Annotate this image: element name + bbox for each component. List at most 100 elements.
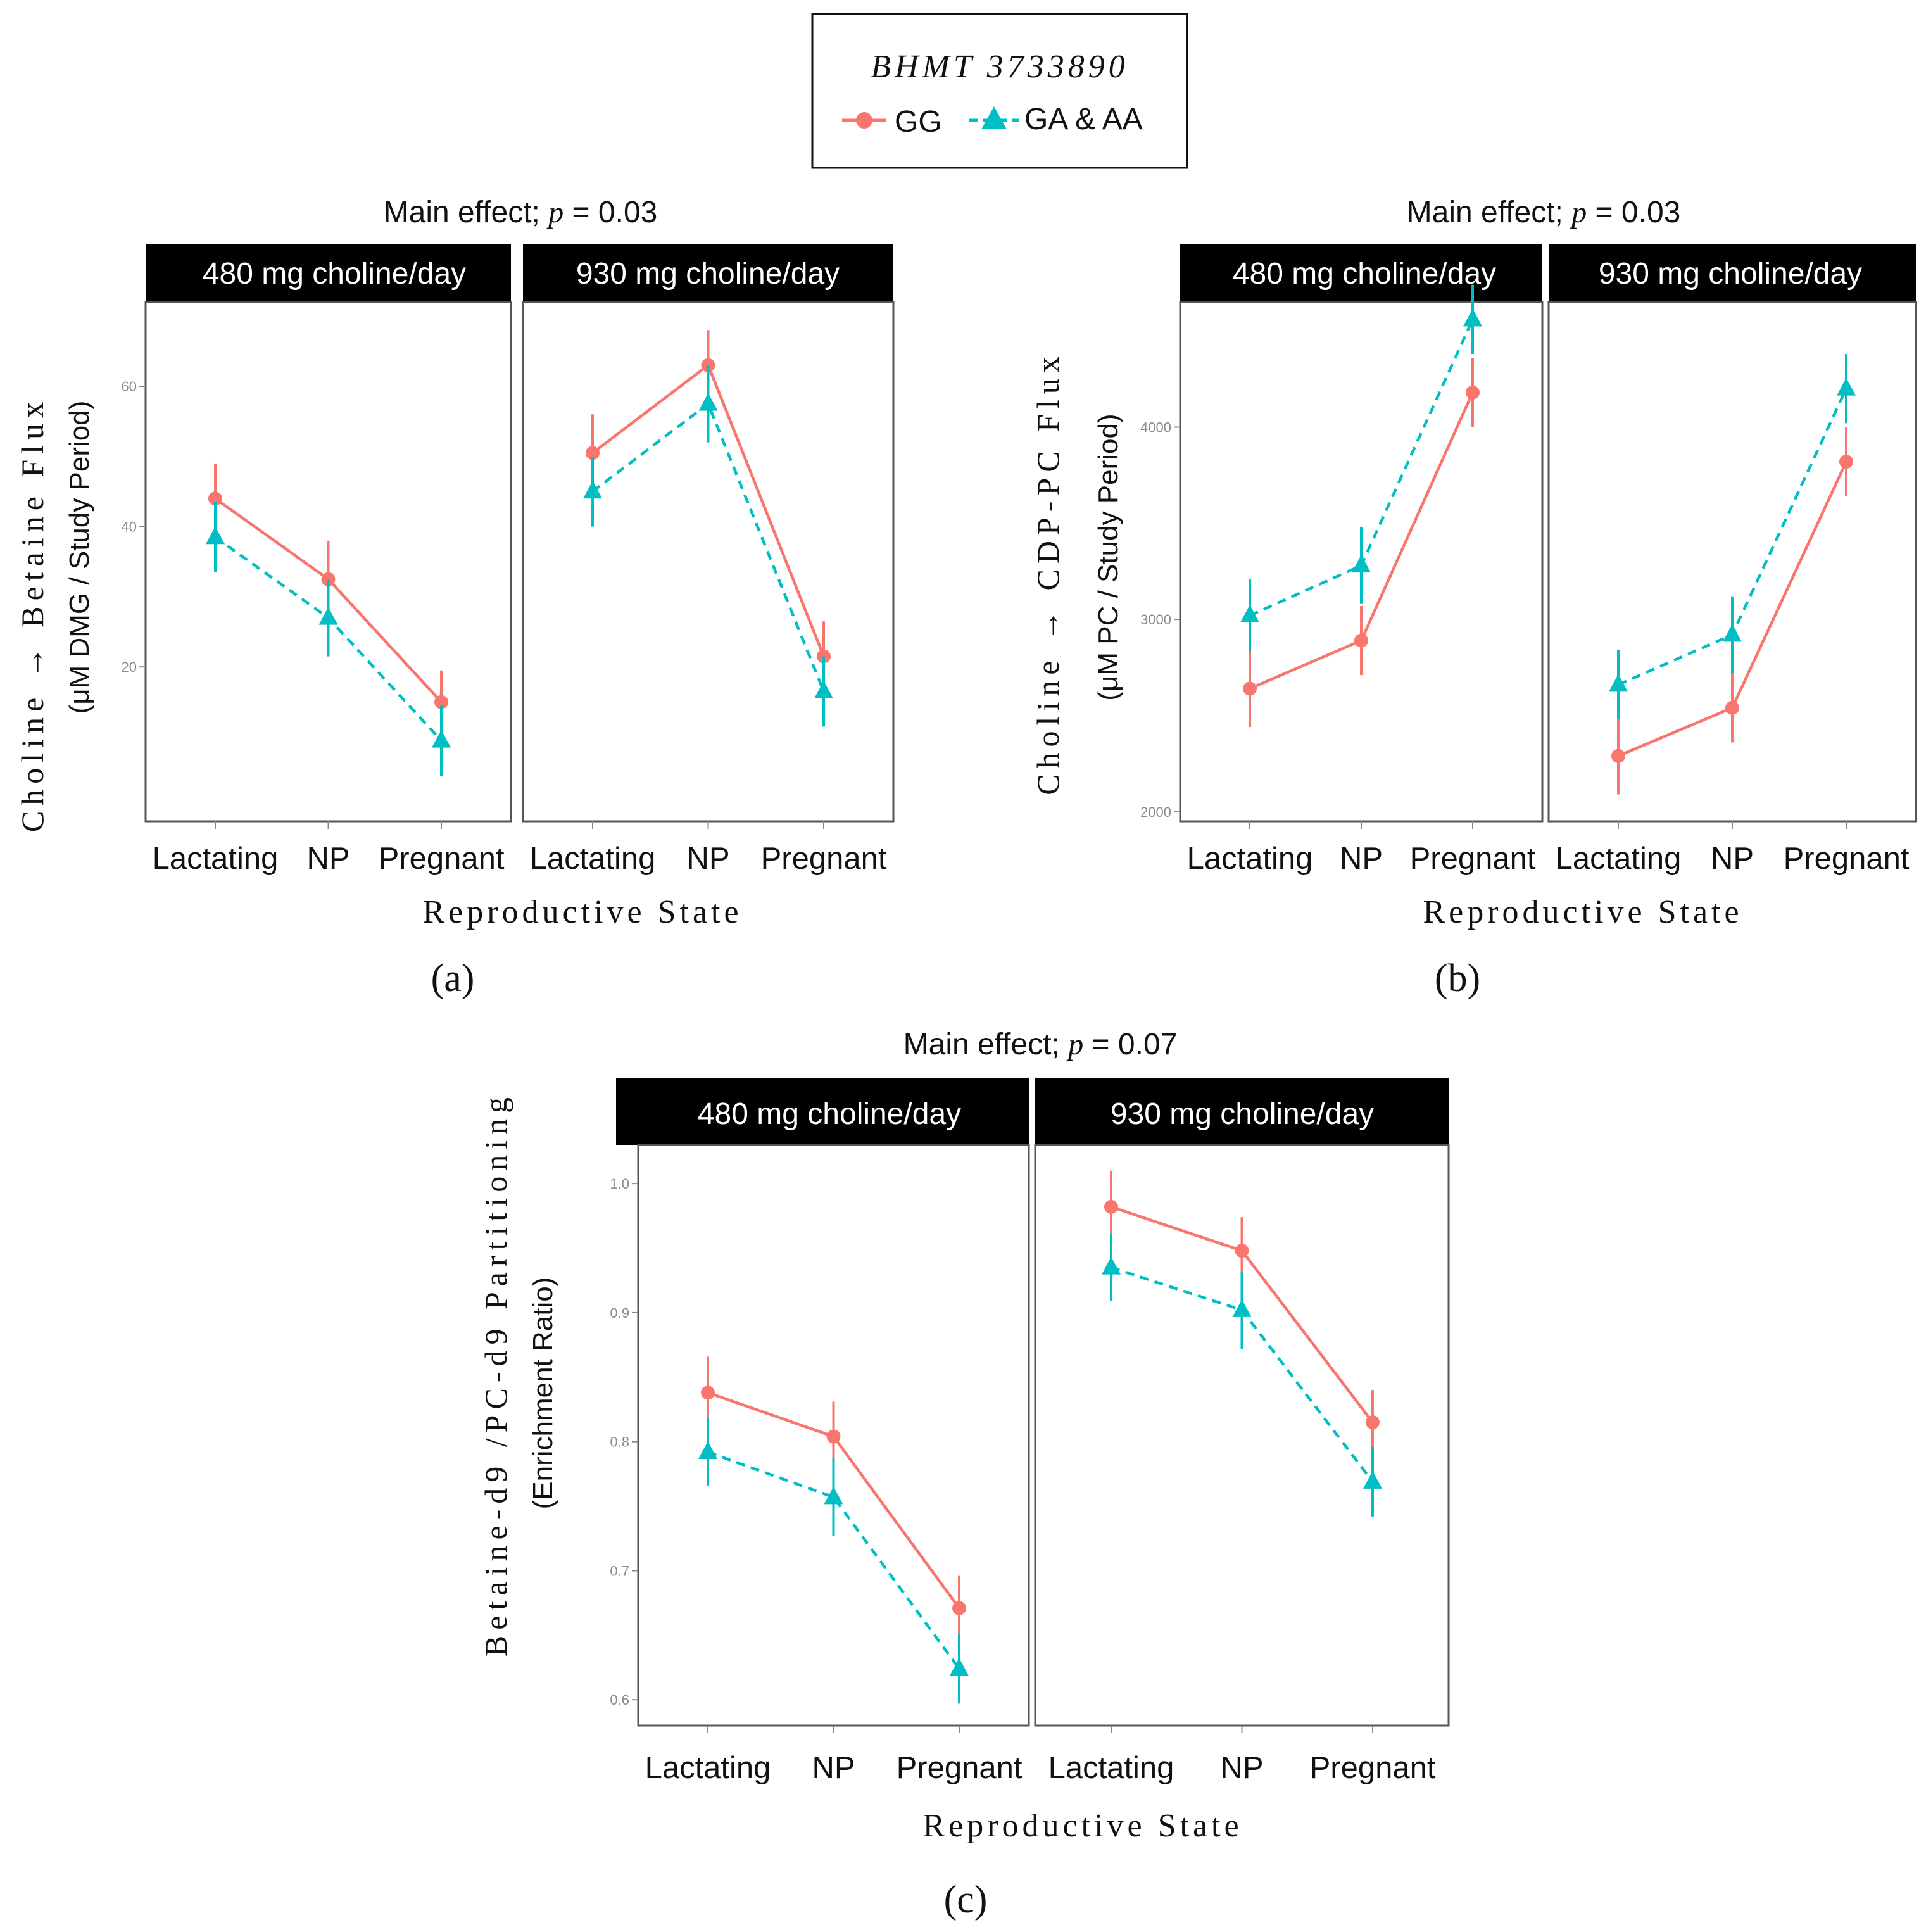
data-point-gg — [1466, 385, 1480, 400]
data-point-gg — [1243, 681, 1257, 696]
strip-b-480 — [1180, 244, 1542, 302]
facet-label-c-480: 480 mg choline/day — [698, 1097, 961, 1131]
strip-c-480 — [616, 1078, 1029, 1145]
data-point-gg — [1611, 748, 1625, 763]
subtitle-c: Main effect; p = 0.07 — [903, 1028, 1178, 1061]
data-point-ga-aa — [824, 1486, 843, 1505]
x-tick-label: Lactating — [1556, 842, 1682, 876]
subtitle-a: Main effect; p = 0.03 — [384, 196, 658, 229]
y-tick-label: 0.6 — [610, 1692, 629, 1708]
data-point-gg — [1104, 1199, 1118, 1214]
panel-a: Main effect; p = 0.03 480 mg choline/day… — [15, 196, 895, 1000]
legend-gg-marker — [856, 112, 872, 129]
y-tick-label: 4000 — [1140, 419, 1171, 435]
panel-letter-a: (a) — [431, 957, 475, 1000]
x-tick-label: NP — [812, 1751, 855, 1785]
ylabel-sub-a: (μM DMG / Study Period) — [64, 401, 95, 714]
data-point-ga-aa — [698, 393, 718, 411]
ylabel-a: Choline → Betaine Flux — [15, 396, 50, 832]
legend-title: BHMT 3733890 — [871, 49, 1129, 85]
ylabel-b: Choline → CDP-PC Flux — [1030, 351, 1066, 795]
x-tick-label: NP — [306, 842, 349, 876]
x-tick-label: Pregnant — [1410, 842, 1536, 876]
x-tick-label: Lactating — [530, 842, 656, 876]
x-tick-label: NP — [686, 842, 729, 876]
xlabel-a: Reproductive State — [422, 894, 742, 930]
data-point-gg — [826, 1429, 841, 1444]
data-point-gg — [1839, 455, 1853, 469]
facet-label-a-480: 480 mg choline/day — [203, 257, 466, 291]
data-c — [698, 1170, 1382, 1704]
plot-area-b-480 — [1179, 301, 1544, 823]
x-tick-label: Lactating — [1187, 842, 1313, 876]
y-tick-label: 1.0 — [610, 1176, 629, 1192]
data-point-ga-aa — [206, 526, 225, 545]
legend-box — [811, 13, 1188, 169]
x-tick-label: Pregnant — [1784, 842, 1910, 876]
data-point-ga-aa — [698, 1441, 717, 1459]
data-point-gg — [952, 1601, 966, 1615]
x-tick-label: Pregnant — [1310, 1751, 1436, 1785]
data-point-ga-aa — [1240, 605, 1259, 623]
panel-c: Main effect; p = 0.07 480 mg choline/day… — [478, 1028, 1450, 1921]
facet-label-b-930: 930 mg choline/day — [1599, 257, 1862, 291]
data-point-ga-aa — [950, 1658, 969, 1676]
data-point-gg — [1235, 1244, 1249, 1258]
series-line-ga-aa — [707, 1450, 960, 1670]
ylabel-c: Betaine-d9 /PC-d9 Partitioning — [478, 1092, 513, 1657]
x-tick-label: Pregnant — [379, 842, 505, 876]
x-tick-label: Pregnant — [897, 1751, 1023, 1785]
data-point-ga-aa — [814, 681, 833, 698]
data-point-ga-aa — [1837, 377, 1856, 396]
y-tick-label: 0.8 — [610, 1434, 629, 1450]
subtitle-b: Main effect; p = 0.03 — [1407, 196, 1681, 229]
y-tick-label: 3000 — [1140, 612, 1171, 628]
data-point-ga-aa — [1352, 555, 1371, 573]
data-point-ga-aa — [583, 481, 602, 499]
data-point-ga-aa — [318, 607, 338, 625]
data-point-gg — [1725, 700, 1739, 715]
facet-label-b-480: 480 mg choline/day — [1233, 257, 1496, 291]
x-tick-label: NP — [1711, 842, 1754, 876]
legend: BHMT 3733890 GG GA & AA — [811, 13, 1188, 169]
data-point-gg — [1366, 1415, 1380, 1430]
x-tick-label: Pregnant — [761, 842, 887, 876]
data-a — [206, 330, 833, 776]
legend-gg-label: GG — [895, 105, 942, 139]
strip-b-930 — [1549, 244, 1916, 302]
y-axis-b: 2000 3000 4000 Lactating NP Pregnant Lactating… — [1140, 419, 1910, 876]
data-point-gg — [208, 491, 222, 506]
facet-label-c-930: 930 mg choline/day — [1111, 1097, 1374, 1131]
strip-a-480 — [146, 244, 511, 302]
data-point-ga-aa — [1463, 308, 1482, 327]
data-point-ga-aa — [1232, 1299, 1252, 1317]
ylabel-sub-c: (Enrichment Ratio) — [527, 1277, 558, 1510]
data-point-ga-aa — [1363, 1470, 1382, 1489]
strip-c-930 — [1035, 1078, 1449, 1145]
plot-area-b-930 — [1547, 301, 1917, 823]
data-point-gg — [1354, 633, 1368, 648]
x-tick-label: Lactating — [153, 842, 279, 876]
data-point-ga-aa — [1723, 624, 1742, 642]
y-tick-label: 0.9 — [610, 1305, 629, 1321]
legend-ga-label: GA & AA — [1024, 103, 1143, 136]
y-tick-label: 2000 — [1140, 804, 1171, 820]
x-tick-label: Lactating — [645, 1751, 771, 1785]
data-point-gg — [701, 1386, 715, 1400]
ylabel-sub-b: (μM PC / Study Period) — [1093, 414, 1124, 700]
y-tick-label: 60 — [122, 379, 137, 395]
y-tick-label: 40 — [122, 519, 137, 535]
strip-a-930 — [523, 244, 893, 302]
y-axis-c: 0.6 0.7 0.8 0.9 1.0 Lactating NP Pregnant Lactat… — [610, 1176, 1435, 1785]
facet-label-a-930: 930 mg choline/day — [576, 257, 840, 291]
data-point-ga-aa — [432, 729, 451, 748]
data-point-ga-aa — [1102, 1256, 1121, 1275]
y-tick-label: 20 — [122, 659, 137, 675]
x-tick-label: Lactating — [1048, 1751, 1174, 1785]
y-tick-label: 0.7 — [610, 1563, 629, 1579]
data-b — [1240, 284, 1856, 795]
data-point-gg — [586, 446, 600, 460]
panel-letter-b: (b) — [1435, 957, 1480, 1000]
legend-ga-marker — [981, 106, 1007, 129]
x-tick-label: NP — [1220, 1751, 1263, 1785]
